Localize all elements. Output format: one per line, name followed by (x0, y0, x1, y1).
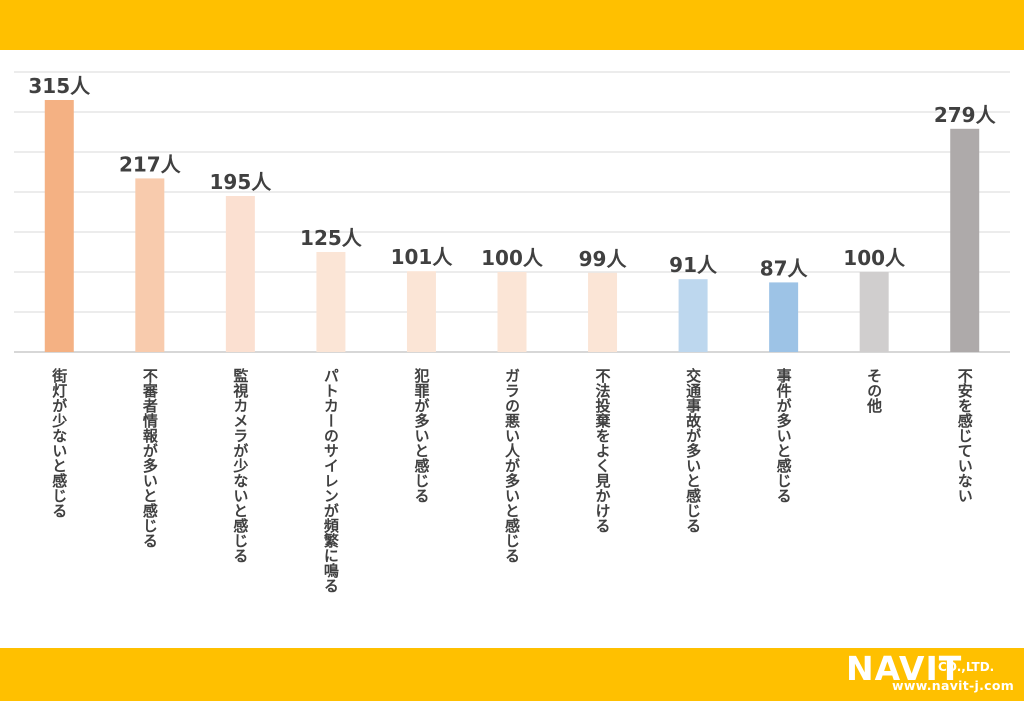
footer-band (0, 648, 1024, 701)
company-logo: NAVIT CO.,LTD. www.navit-j.com (846, 651, 1018, 697)
bar (769, 282, 799, 352)
bars (44, 100, 980, 352)
category-labels: 街灯が少ないと感じる 不審者情報が多いと感じる 監視カメラが少ないと感じる パトカーの… (50, 367, 973, 593)
data-label: 315人 (28, 74, 91, 98)
category-label: 不安を感じていない (956, 368, 974, 503)
bar (406, 271, 436, 352)
data-label: 91人 (669, 253, 718, 277)
bar (44, 100, 74, 352)
logo-url: www.navit-j.com (892, 678, 1015, 693)
bar (859, 272, 889, 352)
category-label: 不審者情報が多いと感じる (141, 368, 159, 548)
category-label: 事件が多いと感じる (775, 367, 793, 503)
category-label: 監視カメラが少ないと感じる (231, 367, 249, 563)
data-label: 101人 (391, 245, 454, 269)
category-label: 不法投棄をよく見かける (594, 368, 612, 533)
bar (678, 279, 708, 352)
data-label: 100人 (481, 246, 544, 270)
data-labels: 315人 217人 195人 125人 101人 100人 99人 91人 87人 100人 279… (28, 74, 996, 280)
data-label: 195人 (209, 170, 272, 194)
category-label: パトカーのサイレンが頻繁に鳴る (322, 368, 340, 593)
bar-chart: 315人 217人 195人 125人 101人 100人 99人 91人 87人 100人 279… (14, 71, 1010, 593)
data-label: 100人 (843, 246, 906, 270)
bar (316, 252, 346, 352)
category-label: ガラの悪い人が多いと感じる (503, 368, 521, 563)
bar (225, 196, 255, 352)
category-label: 交通事故が多いと感じる (684, 367, 702, 533)
header-band (0, 0, 1024, 50)
bar (950, 128, 980, 352)
data-label: 217人 (119, 152, 182, 176)
bar (135, 178, 165, 352)
category-label: その他 (865, 368, 883, 414)
data-label: 125人 (300, 226, 363, 250)
data-label: 87人 (760, 256, 809, 280)
data-label: 279人 (934, 103, 997, 127)
logo-company-suffix: CO.,LTD. (938, 660, 995, 674)
category-label: 犯罪が多いと感じる (412, 367, 430, 503)
data-label: 99人 (579, 247, 628, 271)
logo-wordmark: NAVIT (846, 649, 963, 688)
category-label: 街灯が少ないと感じる (50, 367, 68, 518)
bar (588, 272, 618, 352)
bar (497, 272, 527, 352)
